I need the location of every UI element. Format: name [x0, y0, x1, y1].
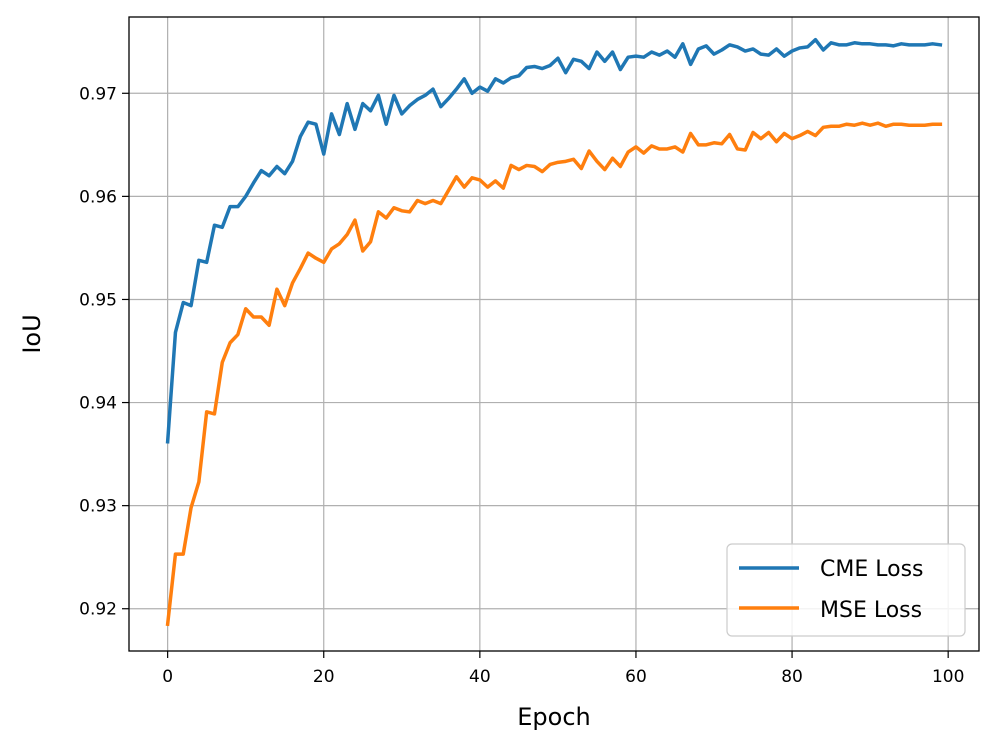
grid — [129, 17, 979, 651]
y-tick-label: 0.97 — [79, 84, 117, 104]
x-tick-label: 100 — [932, 667, 964, 687]
plot-frame — [128, 16, 980, 652]
x-tick-label: 40 — [469, 667, 491, 687]
x-tick-label: 60 — [625, 667, 647, 687]
x-tick-label: 80 — [781, 667, 803, 687]
series-layer — [165, 37, 943, 627]
y-tick-label: 0.96 — [79, 187, 117, 207]
y-axis: 0.92 0.93 0.94 0.95 0.96 0.97 — [79, 84, 129, 620]
legend-label-cme-loss: CME Loss — [820, 557, 924, 582]
series-line-cme-loss — [165, 37, 943, 444]
y-tick-label: 0.94 — [79, 394, 117, 414]
y-axis-title: IoU — [18, 314, 46, 353]
y-tick-label: 0.92 — [79, 600, 117, 620]
x-tick-label: 20 — [313, 667, 335, 687]
y-tick-label: 0.95 — [79, 290, 117, 310]
legend: CME Loss MSE Loss — [726, 543, 966, 637]
x-axis: 0 20 40 60 80 100 — [162, 651, 964, 687]
series-line-mse-loss — [165, 121, 943, 627]
x-axis-title: Epoch — [517, 703, 591, 731]
legend-label-mse-loss: MSE Loss — [820, 598, 922, 623]
x-tick-label: 0 — [162, 667, 173, 687]
y-tick-label: 0.93 — [79, 497, 117, 517]
